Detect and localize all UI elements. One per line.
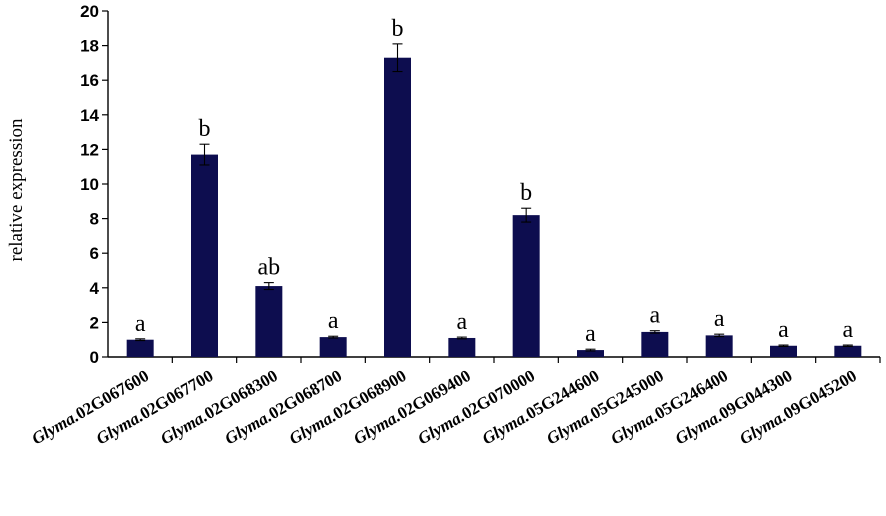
significance-label: ab xyxy=(258,255,281,281)
bar xyxy=(191,154,218,357)
y-ticks: 0 2 4 6 8 10 12 14 16 18 20 xyxy=(80,2,108,367)
significance-label: a xyxy=(328,308,339,334)
error-bar xyxy=(714,333,725,338)
category-label-prefix: Glyma. xyxy=(543,407,596,449)
bar xyxy=(448,337,476,357)
error-bar xyxy=(585,348,596,352)
category-label: Glyma.02G068300 xyxy=(157,366,281,448)
y-tick-label: 14 xyxy=(80,106,99,125)
error-bar xyxy=(842,344,853,347)
category-label: Glyma.02G067600 xyxy=(29,366,153,448)
significance-label: a xyxy=(457,309,468,335)
y-tick-label: 8 xyxy=(90,210,99,229)
category-label-prefix: Glyma. xyxy=(286,407,339,449)
category-label: Glyma.02G068900 xyxy=(286,366,410,448)
significance-label: a xyxy=(714,306,725,332)
significance-label: b xyxy=(199,116,211,142)
y-tick-label: 12 xyxy=(80,140,99,159)
category-label: Glyma.05G245000 xyxy=(543,366,667,448)
error-bar xyxy=(135,338,146,342)
bar xyxy=(512,215,540,357)
category-label: Glyma.02G069400 xyxy=(350,366,474,448)
category-label: Glyma.02G068700 xyxy=(222,366,346,448)
category-label-prefix: Glyma. xyxy=(29,407,82,449)
significance-label: a xyxy=(843,317,854,343)
category-label-prefix: Glyma. xyxy=(672,407,725,449)
significance-label: a xyxy=(650,303,661,329)
y-tick-label: 16 xyxy=(80,71,99,90)
category-label-prefix: Glyma. xyxy=(222,407,275,449)
category-label: Glyma.02G070000 xyxy=(415,366,539,448)
y-tick-label: 10 xyxy=(80,175,99,194)
bars xyxy=(126,57,862,358)
error-bar xyxy=(778,344,789,347)
y-tick-label: 2 xyxy=(90,313,99,332)
error-bar xyxy=(456,336,467,340)
error-bar xyxy=(649,330,660,334)
y-axis-label: relative expression xyxy=(6,118,27,261)
category-label: Glyma.02G067700 xyxy=(93,366,217,448)
category-label: Glyma.05G244600 xyxy=(479,366,603,448)
error-bar xyxy=(521,207,532,223)
error-bars xyxy=(135,43,853,352)
category-label-prefix: Glyma. xyxy=(350,407,403,449)
error-bar xyxy=(392,43,403,73)
significance-label: b xyxy=(520,180,532,206)
error-bar xyxy=(328,335,339,339)
bar xyxy=(384,57,411,358)
y-tick-label: 4 xyxy=(90,279,100,298)
significance-label: a xyxy=(585,321,596,347)
y-tick-label: 18 xyxy=(80,37,99,56)
axes xyxy=(107,11,881,363)
category-label-prefix: Glyma. xyxy=(736,407,789,449)
bar xyxy=(705,335,733,357)
bar xyxy=(834,345,862,357)
category-label-suffix: 09G045200 xyxy=(780,366,860,423)
y-tick-label: 0 xyxy=(90,348,99,367)
significance-label: a xyxy=(135,311,146,337)
category-label-prefix: Glyma. xyxy=(608,407,661,449)
error-bar xyxy=(199,143,210,166)
category-label-prefix: Glyma. xyxy=(479,407,532,449)
bar xyxy=(126,339,154,357)
bar xyxy=(641,331,669,357)
bar xyxy=(319,337,347,357)
significance-label: a xyxy=(778,317,789,343)
bar xyxy=(255,286,283,357)
category-label: Glyma.09G045200 xyxy=(736,366,860,448)
category-label-prefix: Glyma. xyxy=(93,407,146,449)
bar xyxy=(770,345,797,357)
y-tick-label: 6 xyxy=(90,244,99,263)
y-tick-label: 20 xyxy=(80,2,99,21)
bar xyxy=(577,350,604,357)
significance-label: b xyxy=(392,16,404,42)
category-labels: Glyma.02G067600Glyma.02G067700Glyma.02G0… xyxy=(29,366,860,448)
category-label-prefix: Glyma. xyxy=(415,407,468,449)
category-label: Glyma.05G246400 xyxy=(608,366,732,448)
error-bar xyxy=(263,282,274,291)
category-label-prefix: Glyma. xyxy=(157,407,210,449)
category-label: Glyma.09G044300 xyxy=(672,366,796,448)
